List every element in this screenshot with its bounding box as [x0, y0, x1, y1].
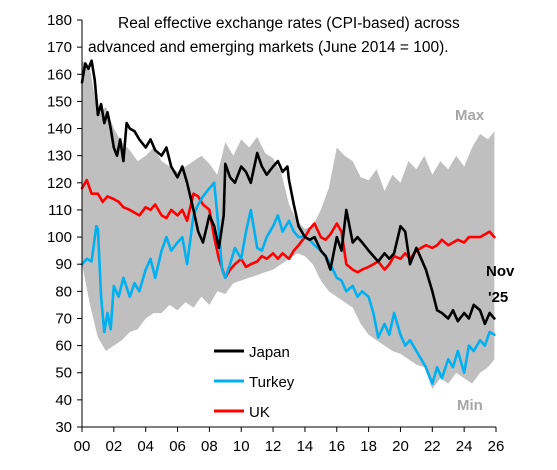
- legend-item-japan: Japan: [214, 344, 290, 361]
- x-tick-label: 02: [106, 438, 123, 455]
- y-tick-label: 60: [55, 338, 72, 355]
- x-tick-label: 08: [201, 438, 218, 455]
- y-tick-labels: 30 40 50 60 70 80 90 100 110 120 130 140 150 160 170 18…: [47, 12, 72, 436]
- x-tick-label: 10: [233, 438, 250, 455]
- y-tick-label: 160: [47, 66, 72, 83]
- chart-title: Real effective exchange rates (CPI-based…: [118, 15, 460, 32]
- band-area: [82, 60, 495, 389]
- legend-label-uk: UK: [249, 404, 270, 421]
- y-tick-label: 130: [47, 148, 72, 165]
- x-tick-labels: 00 02 04 06 08 10 12 14 16 18 20 22 24 26: [74, 438, 505, 455]
- y-tick-label: 90: [55, 256, 72, 273]
- annotation-year: '25: [488, 289, 508, 306]
- x-tick-label: 20: [392, 438, 409, 455]
- y-tick-label: 180: [47, 12, 72, 29]
- y-tick-label: 150: [47, 93, 72, 110]
- series-line-turkey: [80, 181, 496, 385]
- annotation-month: Nov: [486, 263, 515, 280]
- y-tick-label: 30: [55, 419, 72, 436]
- series-line-japan: [80, 59, 496, 326]
- x-tick-label: 06: [169, 438, 186, 455]
- y-tick-label: 70: [55, 310, 72, 327]
- legend: Japan Turkey UK: [214, 344, 295, 421]
- axes: [77, 19, 497, 432]
- series-lines: [80, 59, 496, 385]
- series-line-uk: [80, 178, 496, 280]
- y-tick-label: 50: [55, 365, 72, 382]
- y-tick-label: 170: [47, 39, 72, 56]
- y-tick-label: 120: [47, 175, 72, 192]
- x-tick-label: 26: [488, 438, 505, 455]
- legend-label-japan: Japan: [249, 344, 290, 361]
- band-min-label: Min: [457, 397, 483, 414]
- x-tick-label: 22: [424, 438, 441, 455]
- x-tick-label: 04: [137, 438, 154, 455]
- x-tick-label: 16: [328, 438, 345, 455]
- x-tick-label: 18: [360, 438, 377, 455]
- min-max-band: [82, 60, 495, 389]
- band-max-label: Max: [455, 107, 485, 124]
- y-tick-label: 80: [55, 283, 72, 300]
- x-tick-label: 24: [456, 438, 473, 455]
- x-tick-label: 00: [74, 438, 91, 455]
- y-tick-label: 40: [55, 392, 72, 409]
- legend-item-uk: UK: [214, 404, 270, 421]
- x-tick-label: 12: [265, 438, 282, 455]
- y-tick-label: 140: [47, 121, 72, 138]
- legend-item-turkey: Turkey: [214, 374, 295, 391]
- y-tick-label: 110: [48, 202, 72, 219]
- x-tick-label: 14: [297, 438, 314, 455]
- y-tick-label: 100: [47, 229, 72, 246]
- legend-label-turkey: Turkey: [249, 374, 295, 391]
- chart-subtitle: advanced and emerging markets (June 2014…: [88, 39, 449, 56]
